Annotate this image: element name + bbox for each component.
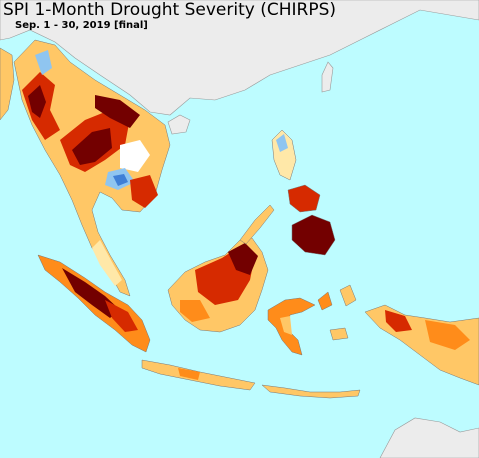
- new-guinea-dry: [425, 320, 470, 350]
- visayas-islands: [287, 184, 321, 213]
- malay-peninsula-dry: [92, 240, 122, 286]
- borneo-extreme: [228, 243, 258, 275]
- sulawesi-island: [267, 297, 316, 356]
- australia-landmass: [379, 417, 479, 458]
- sumatra-severe: [105, 300, 138, 332]
- maluku-island-c: [329, 327, 349, 341]
- taiwan-island: [321, 61, 334, 93]
- maluku-island-b: [339, 284, 357, 307]
- mindanao-island: [291, 214, 336, 256]
- luzon-wet: [276, 134, 288, 152]
- india-edge: [0, 47, 15, 121]
- cambodia-drought: [130, 175, 158, 208]
- maluku-island-a: [317, 291, 333, 311]
- new-guinea-severe: [385, 310, 412, 332]
- sulawesi-dry: [280, 316, 292, 335]
- lesser-sunda-islands: [261, 384, 361, 399]
- palawan-island: [239, 204, 275, 245]
- title-block: SPI 1-Month Drought Severity (CHIRPS) Se…: [3, 0, 336, 32]
- myanmar-wet-area: [35, 50, 52, 75]
- myanmar-extreme-core: [28, 85, 46, 118]
- china-landmass: [0, 0, 479, 116]
- cambodia-very-wet: [113, 174, 128, 186]
- map-title: SPI 1-Month Drought Severity (CHIRPS): [3, 0, 337, 20]
- vietnam-wet-area: [120, 140, 150, 172]
- borneo-moderate: [180, 300, 210, 322]
- map-subtitle: Sep. 1 - 30, 2019 [final]: [15, 20, 148, 31]
- sumatra-extreme: [62, 268, 120, 318]
- laos-drought: [95, 95, 140, 128]
- hainan-island: [167, 114, 191, 135]
- thailand-darkest-core: [72, 128, 112, 165]
- java-dry-patch: [178, 368, 200, 380]
- mainland-southeast-asia: [13, 39, 171, 297]
